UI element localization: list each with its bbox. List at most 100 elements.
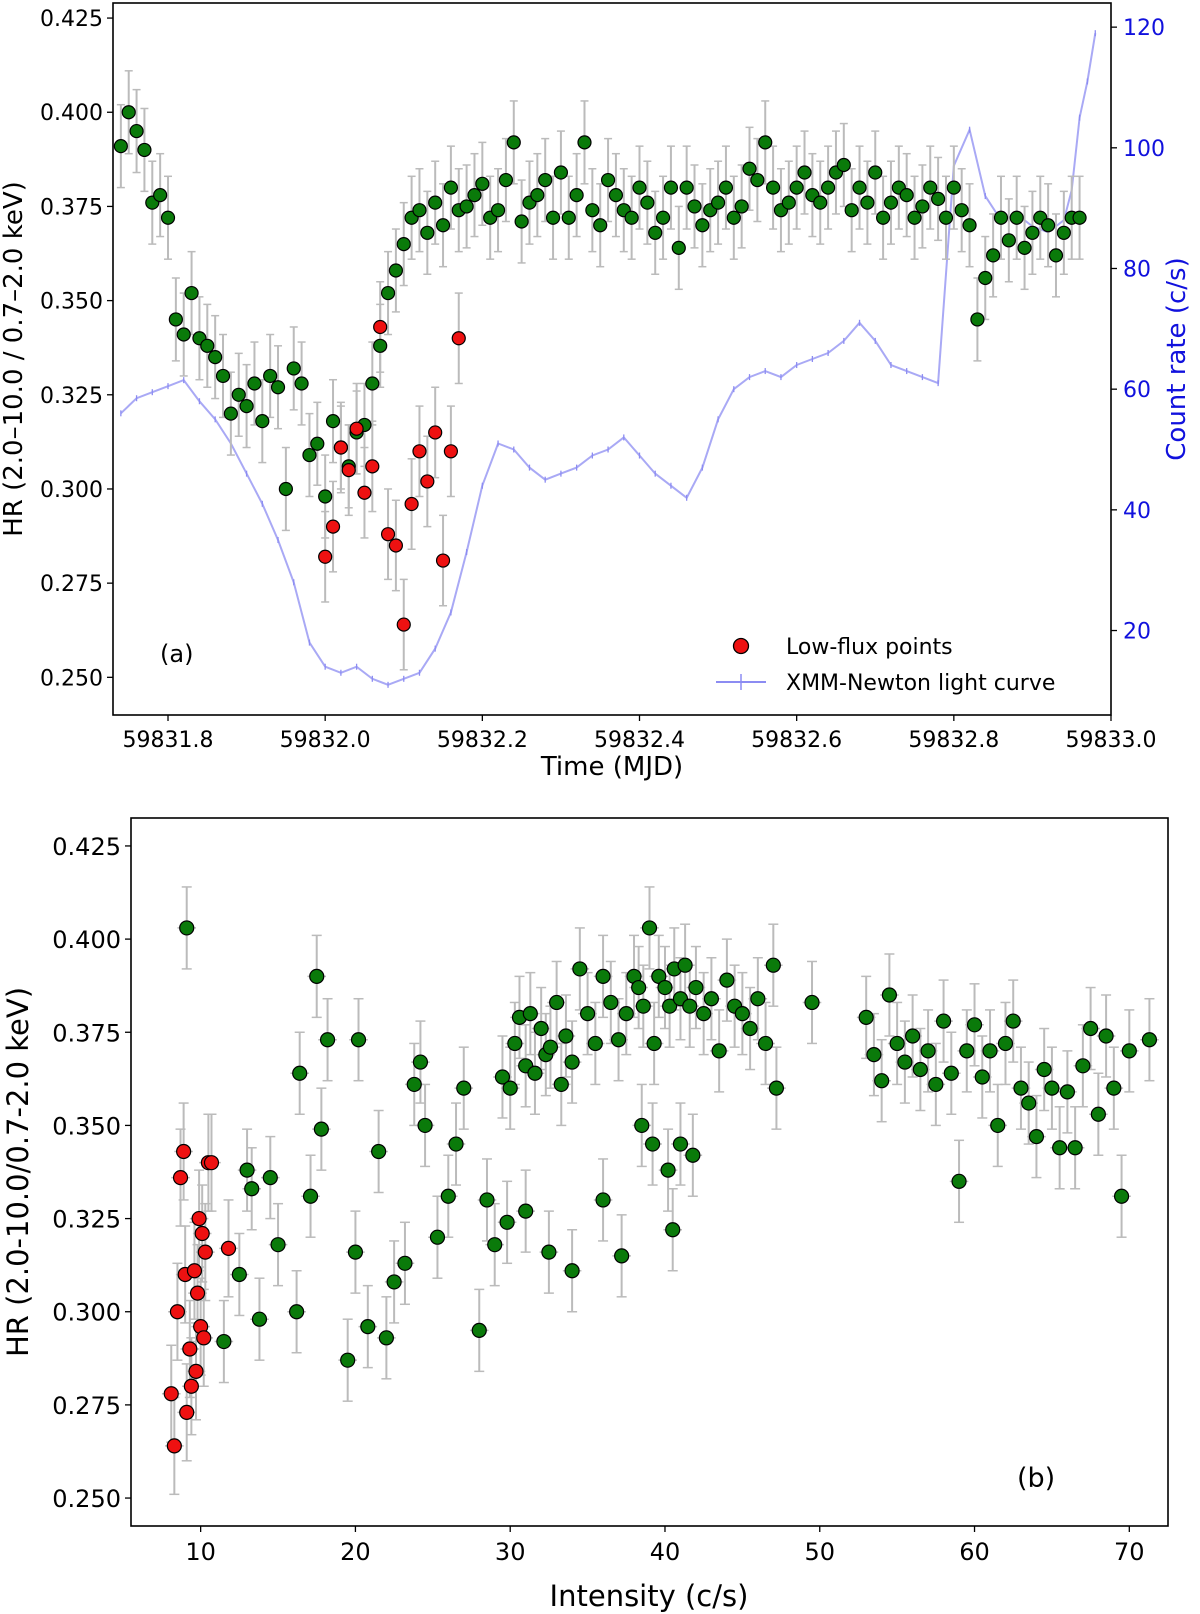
hr-point: [923, 180, 938, 195]
hr-point: [467, 188, 482, 203]
hr-intensity-point: [1044, 1080, 1060, 1096]
low-flux-point: [318, 549, 333, 564]
hr-intensity-point: [719, 972, 735, 988]
hr-intensity-point: [302, 1188, 319, 1204]
hr-point: [412, 203, 427, 218]
low-flux-point: [428, 425, 443, 440]
hr-point: [679, 180, 694, 195]
hr-point: [176, 327, 191, 342]
y-tick-label: 0.325: [52, 1206, 121, 1234]
hr-intensity-point: [897, 1054, 913, 1070]
panel-b-chart: 10 20 30 40 50 60 70 0.250 0.275 0.300 0.325 0.350…: [1, 817, 1169, 1613]
y-tick-label: 0.325: [40, 384, 103, 409]
hr-intensity-point: [742, 1020, 758, 1037]
hr-intensity-point: [603, 994, 619, 1011]
hr-intensity-point: [1098, 1028, 1114, 1044]
hr-intensity-point: [231, 1266, 247, 1283]
hr-point: [938, 210, 954, 225]
hr-intensity-point: [1075, 1058, 1091, 1074]
hr-point: [868, 165, 883, 180]
hr-point: [553, 165, 569, 180]
hr-point: [428, 195, 443, 210]
hr-point: [742, 161, 757, 176]
hr-intensity-point: [858, 1009, 874, 1025]
hr-point: [168, 312, 183, 327]
hr-point: [270, 380, 286, 395]
low-flux-intensity-point: [179, 1404, 195, 1420]
hr-intensity-point: [672, 1136, 689, 1152]
hr-point: [514, 214, 529, 229]
y2-tick-label: 60: [1123, 378, 1151, 403]
hr-point: [286, 361, 301, 376]
low-flux-intensity-point: [189, 1285, 206, 1301]
hr-intensity-point: [905, 1028, 921, 1044]
low-flux-intensity-point: [172, 1169, 189, 1186]
panel-a-chart: 59831.8 59832.0 59832.2 59832.4 59832.6 59832…: [0, 2, 1192, 782]
y-tick-label: 0.400: [40, 101, 103, 126]
hr-intensity-point: [417, 1117, 433, 1134]
hr-intensity-point: [216, 1333, 232, 1350]
hr-point: [789, 180, 804, 195]
y-tick-label: 0.300: [52, 1299, 121, 1327]
hr-intensity-point: [889, 1035, 905, 1052]
hr-point: [695, 218, 710, 233]
hr-point: [113, 139, 128, 154]
low-flux-point: [388, 538, 403, 553]
hr-point: [365, 376, 380, 391]
y-tick-label: 0.375: [40, 195, 103, 220]
hr-intensity-point: [251, 1311, 268, 1327]
low-flux-point: [435, 553, 451, 568]
panel-a-frame: [112, 2, 1112, 716]
legend-low-flux-marker: [732, 637, 750, 655]
hr-point: [1009, 210, 1024, 225]
hr-intensity-point: [440, 1188, 456, 1204]
hr-intensity-point: [657, 979, 673, 996]
hr-point: [624, 210, 639, 225]
hr-intensity-point: [319, 1032, 336, 1048]
hr-intensity-point: [397, 1255, 413, 1271]
hr-intensity-point: [641, 920, 658, 936]
hr-point: [498, 172, 514, 188]
hr-point: [640, 195, 655, 210]
hr-point: [813, 195, 828, 210]
hr-intensity-point: [635, 998, 651, 1014]
low-flux-point: [404, 496, 419, 512]
y-tick-label: 0.350: [52, 1112, 121, 1140]
hr-intensity-point: [522, 1006, 538, 1022]
hr-intensity-point: [471, 1322, 487, 1338]
hr-intensity-point: [587, 1035, 603, 1052]
hr-intensity-point: [1052, 1140, 1068, 1156]
hr-intensity-point: [935, 1013, 952, 1029]
hr-intensity-point: [499, 1214, 515, 1230]
hr-point: [223, 406, 238, 421]
low-flux-intensity-point: [176, 1143, 192, 1160]
hr-point: [318, 489, 333, 504]
hr-point: [538, 172, 553, 188]
hr-point: [1001, 233, 1016, 248]
hr-intensity-point: [595, 1192, 611, 1208]
panel-a-y2-axis-ticks: 20 40 60 80 100 120: [1111, 16, 1165, 645]
low-flux-point: [341, 463, 356, 478]
hr-intensity-point: [1036, 1061, 1052, 1078]
hr-point: [671, 240, 686, 255]
y-tick-label: 0.250: [40, 666, 103, 691]
low-flux-point: [373, 319, 388, 335]
hr-intensity-point: [688, 979, 704, 996]
hr-intensity-point: [757, 1035, 774, 1052]
y2-tick-label: 20: [1123, 620, 1151, 645]
hr-point: [1048, 248, 1064, 263]
hr-point: [993, 210, 1009, 225]
hr-intensity-point: [549, 994, 565, 1011]
hr-intensity-point: [406, 1076, 422, 1093]
hr-point: [388, 263, 403, 278]
hr-point: [876, 210, 891, 225]
hr-intensity-point: [974, 1069, 990, 1085]
y-tick-label: 0.275: [40, 572, 103, 597]
hr-point: [758, 135, 773, 150]
hr-point: [302, 447, 317, 463]
panel-b-y-axis-ticks: 0.250 0.275 0.300 0.325 0.350 0.375 0.400 0.425: [52, 833, 131, 1513]
x-tick-label: 59832.4: [594, 728, 685, 753]
low-flux-intensity-point: [186, 1263, 203, 1279]
hr-intensity-point: [350, 1032, 367, 1048]
hr-intensity-point: [943, 1065, 959, 1081]
